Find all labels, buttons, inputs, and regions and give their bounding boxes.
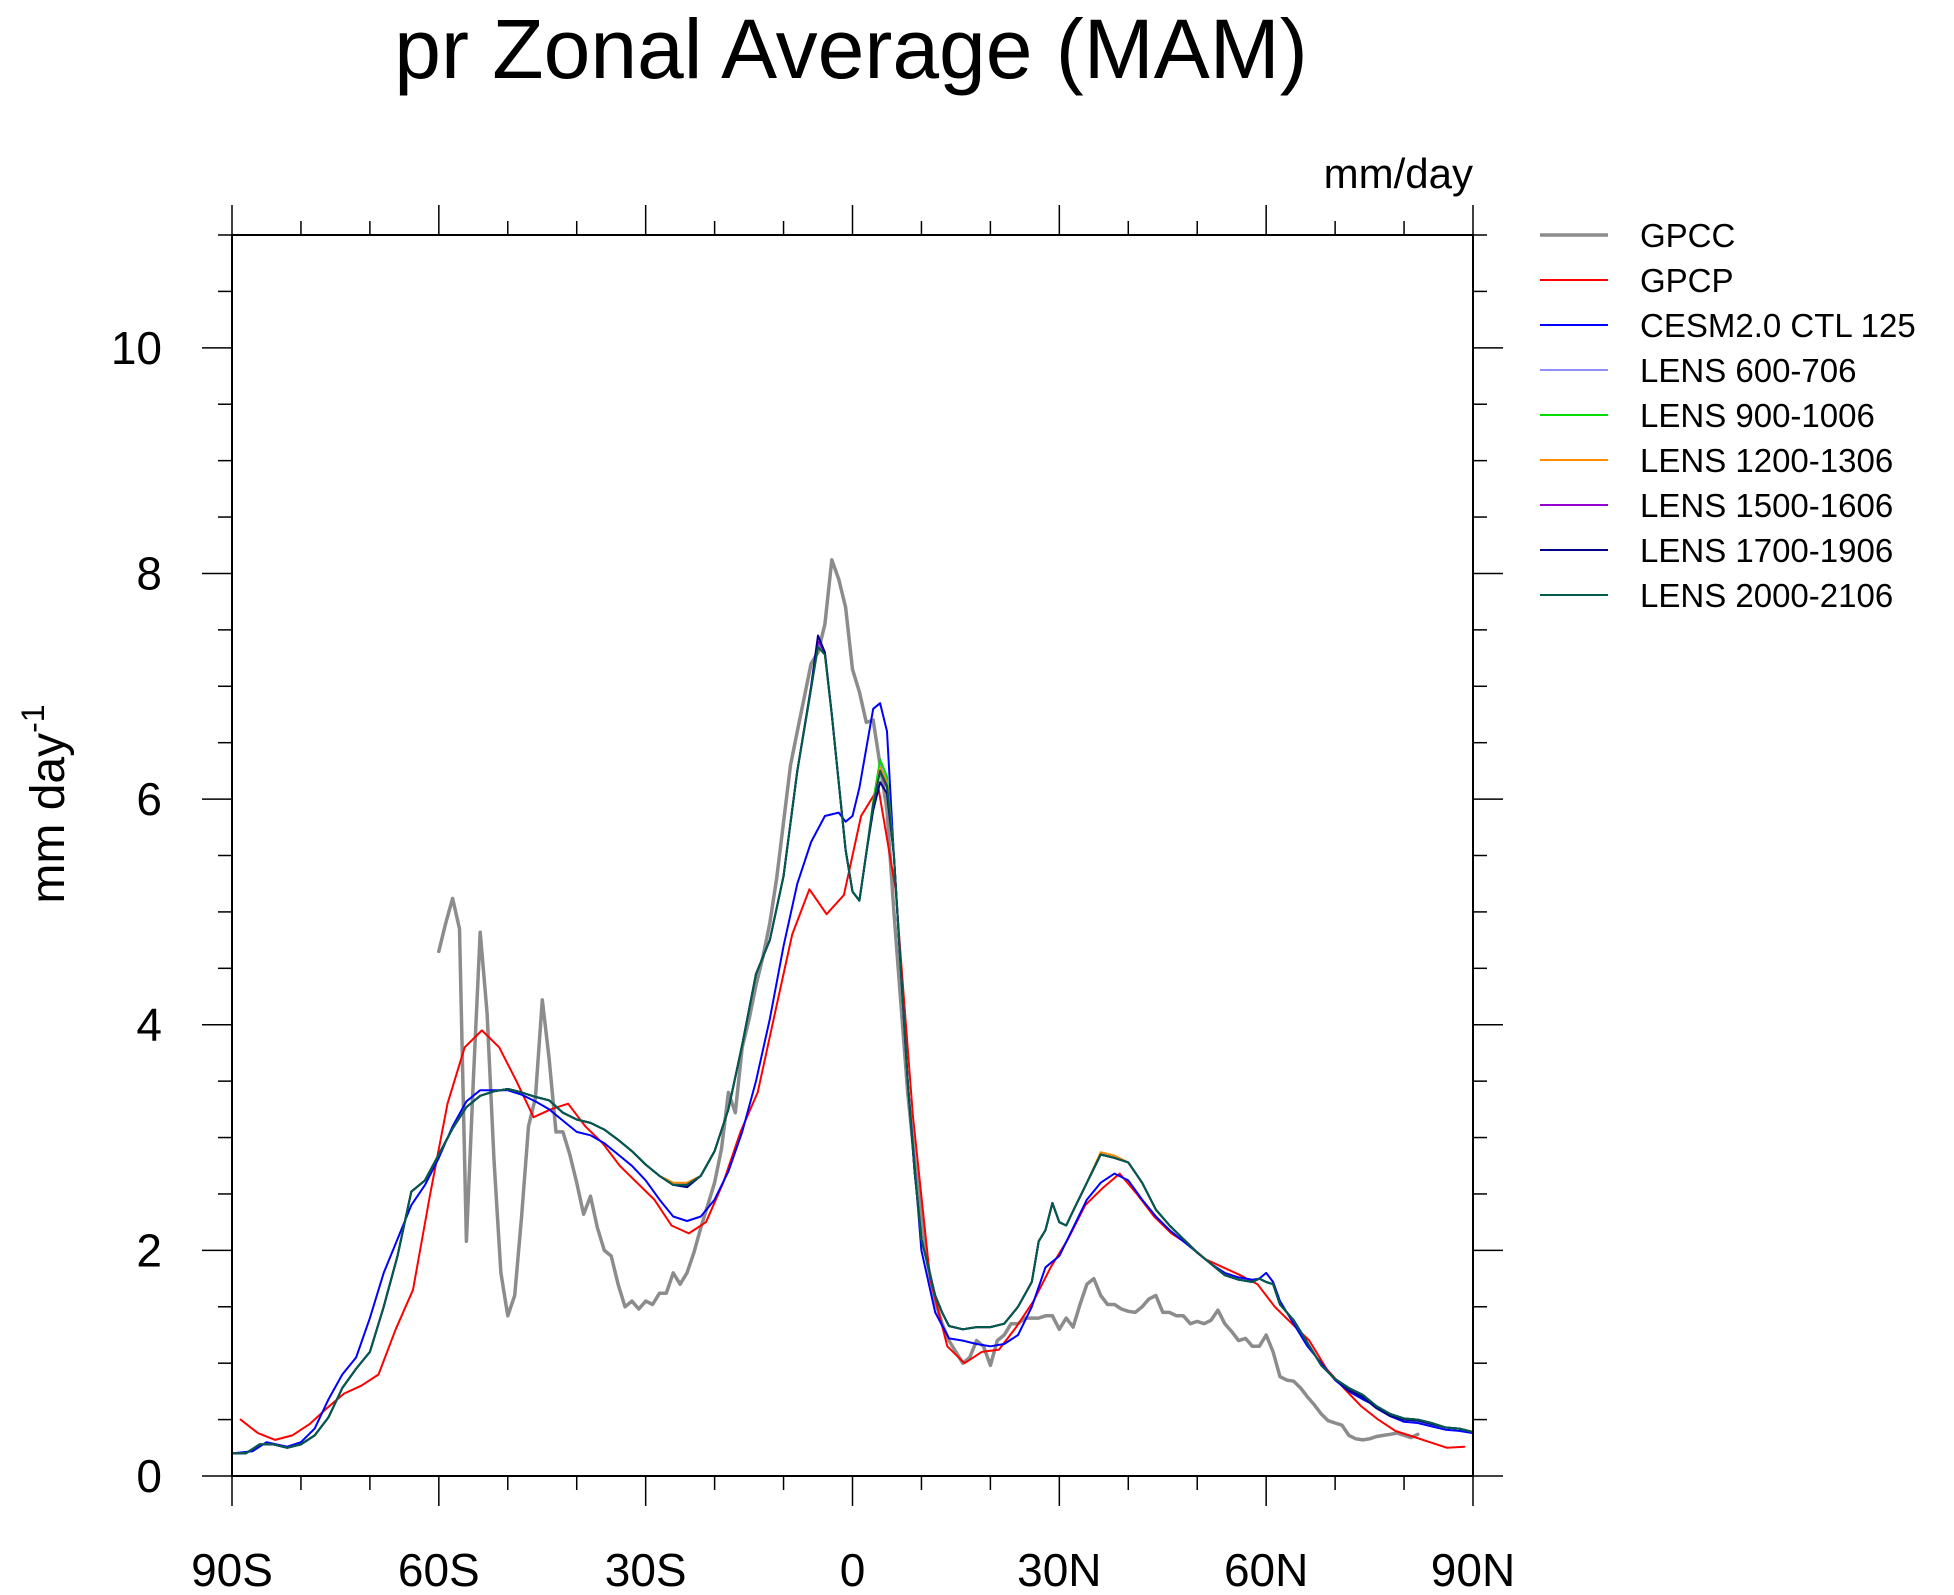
y-axis-label: mm day-1: [15, 704, 75, 903]
legend-label: GPCC: [1640, 217, 1735, 254]
y-tick-label: 2: [136, 1224, 162, 1276]
axis-tick-labels: 90S 60S 30S 0 30N 60N 90N 0 2 4 6 8 10: [111, 322, 1515, 1595]
legend-label: LENS 600-706: [1640, 352, 1856, 389]
units-label: mm/day: [1324, 150, 1473, 197]
y-tick-label: 4: [136, 999, 162, 1051]
x-tick-label: 90N: [1431, 1544, 1515, 1595]
axis-ticks: [202, 205, 1503, 1506]
x-tick-label: 30N: [1017, 1544, 1101, 1595]
y-tick-label: 6: [136, 773, 162, 825]
series-line-lens-1700-1906: [232, 634, 1473, 1455]
y-tick-label: 10: [111, 322, 162, 374]
legend-label: GPCP: [1640, 262, 1734, 299]
chart-title: pr Zonal Average (MAM): [394, 2, 1307, 96]
legend-label: LENS 1500-1606: [1640, 487, 1893, 524]
series-line-lens-900-1006: [232, 645, 1473, 1455]
series-line-lens-2000-2106: [232, 645, 1473, 1455]
legend: GPCC GPCP CESM2.0 CTL 125 LENS 600-706 LENS …: [1540, 217, 1916, 614]
x-tick-label: 60S: [398, 1544, 480, 1595]
legend-label: LENS 1700-1906: [1640, 532, 1893, 569]
series-line-lens-600-706: [232, 642, 1473, 1455]
x-tick-label: 90S: [191, 1544, 273, 1595]
y-axis-label-text: mm day: [22, 733, 75, 904]
x-tick-label: 30S: [605, 1544, 687, 1595]
series-line-gpcc: [437, 558, 1420, 1442]
series-line-cesm2-0-ctl-125: [232, 702, 1473, 1455]
series-line-gpcp: [239, 786, 1466, 1449]
series-line-lens-1500-1606: [232, 640, 1473, 1455]
legend-label: LENS 900-1006: [1640, 397, 1875, 434]
y-tick-label: 0: [136, 1450, 162, 1502]
legend-label: LENS 1200-1306: [1640, 442, 1893, 479]
series-layer: [232, 558, 1473, 1455]
series-line-lens-1200-1306: [232, 645, 1473, 1455]
legend-label: LENS 2000-2106: [1640, 577, 1893, 614]
y-axis-label-superscript: -1: [15, 704, 51, 732]
x-tick-label: 0: [840, 1544, 866, 1595]
legend-label: CESM2.0 CTL 125: [1640, 307, 1916, 344]
x-tick-label: 60N: [1224, 1544, 1308, 1595]
y-tick-label: 8: [136, 547, 162, 599]
plot-frame: [231, 234, 1474, 1477]
